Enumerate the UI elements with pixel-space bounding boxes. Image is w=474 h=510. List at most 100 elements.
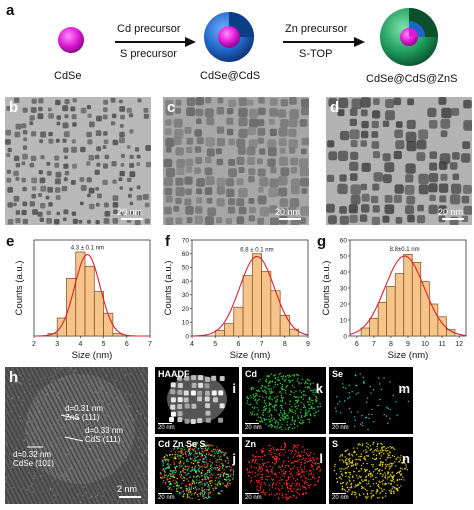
y-tick-label: 40 [182, 278, 190, 285]
cdse-label: CdSe [54, 70, 82, 82]
y-tick-label: 0 [185, 333, 189, 340]
histogram-bar [93, 291, 104, 337]
histogram-bar [279, 315, 290, 337]
step2-top-label: Zn precursor [285, 23, 348, 35]
x-axis-label: Size (nm) [388, 350, 429, 361]
eds-scale-bar [332, 423, 346, 424]
panel-label-g: g [317, 233, 327, 250]
x-tick-label: 12 [455, 341, 463, 348]
histogram-f: 4 5 6 7 8 9 0 10 20 30 40 50 60 70 6.8 ± 0.1 nm Size (n… [163, 237, 310, 361]
panel-label-b: b [9, 99, 19, 116]
synthesis-schematic [58, 8, 438, 66]
panel-label-f: f [165, 233, 170, 250]
histogram-bar [103, 312, 114, 337]
eds-element-label: S [332, 439, 339, 449]
x-axis-label: Size (nm) [230, 350, 271, 361]
step1-bottom-label: S precursor [120, 48, 177, 60]
eds-scale-bar [332, 493, 346, 494]
histogram-bar [386, 286, 396, 337]
x-tick-label: 7 [148, 341, 152, 348]
eds-scale-label: 20 nm [158, 495, 175, 501]
x-tick-label: 11 [438, 341, 445, 348]
y-tick-label: 20 [340, 301, 348, 308]
y-tick-label: 30 [340, 285, 348, 292]
y-tick-label: 30 [182, 292, 190, 299]
y-axis-label: Counts (a.u.) [14, 261, 25, 316]
x-tick-label: 9 [306, 341, 310, 348]
histogram-bar [84, 266, 95, 337]
eds-element-label: Cd [245, 369, 257, 379]
histogram-bar [411, 262, 422, 337]
x-tick-label: 6 [236, 341, 240, 348]
scale-label-c: 20 nm [275, 207, 301, 217]
x-tick-label: 7 [372, 341, 376, 348]
tem-image-c: c 20 nm [163, 97, 309, 225]
panel-label-a: a [6, 2, 15, 19]
x-tick-label: 8 [389, 341, 393, 348]
histogram-bar [369, 318, 379, 337]
y-tick-label: 20 [182, 306, 190, 313]
histogram-bar [270, 290, 281, 337]
panel-label-l: l [319, 451, 323, 466]
eds-element-label: Se [332, 369, 344, 379]
hrtem-ann3-l2: CdSe (101) [13, 459, 54, 468]
eds-map-i: HAADF i 20 nm [155, 367, 239, 434]
x-tick-label: 8 [283, 341, 287, 348]
histogram-bar [377, 302, 388, 337]
eds-element-label: Zn [245, 439, 256, 449]
gaussian-fit-line [192, 255, 309, 337]
x-tick-label: 6 [355, 341, 359, 348]
panel-label-h: h [9, 369, 19, 386]
hrtem-ann1-l1: d=0.31 nm [65, 404, 104, 413]
y-tick-label: 10 [340, 317, 348, 324]
y-tick-label: 10 [182, 320, 190, 327]
step1-top-label: Cd precursor [117, 23, 181, 35]
histogram-g: 6 7 8 9 10 11 12 0 10 20 30 40 50 60 8.8±0.1 nm Size (n… [321, 237, 467, 361]
gaussian-fit-line [349, 255, 467, 336]
x-tick-label: 3 [55, 341, 59, 348]
eds-scale-label: 20 nm [332, 495, 349, 501]
cdse-cds-zns-sphere [380, 8, 438, 66]
histogram-bar [394, 273, 405, 337]
eds-scale-label: 20 nm [158, 425, 175, 431]
x-tick-label: 2 [32, 341, 36, 348]
eds-element-label: HAADF [158, 369, 190, 379]
cdse-core-sphere [58, 27, 84, 53]
y-tick-label: 70 [182, 237, 190, 244]
eds-map-l: Zn l 20 nm [242, 437, 326, 504]
x-tick-label: 4 [78, 341, 82, 348]
scale-bar-d [442, 218, 464, 220]
histogram-bar [224, 323, 235, 337]
panel-label-n: n [402, 451, 410, 466]
scale-label-d: 20 nm [438, 207, 464, 217]
eds-scale-bar [158, 493, 172, 494]
x-tick-label: 4 [190, 341, 194, 348]
y-tick-label: 50 [182, 265, 190, 272]
y-axis-label: Counts (a.u.) [321, 261, 332, 316]
histogram-bar [360, 327, 370, 337]
panel-label-k: k [315, 381, 323, 396]
eds-map-k: Cd k 20 nm [242, 367, 326, 434]
cdse-cds-sphere [204, 12, 254, 62]
eds-scale-bar [158, 423, 172, 424]
eds-scale-label: 20 nm [245, 495, 262, 501]
y-axis-label: Counts (a.u.) [163, 261, 174, 316]
histogram-bar [56, 317, 67, 337]
y-tick-label: 60 [182, 251, 190, 258]
gaussian-fit-line [34, 253, 150, 337]
hrtem-ann3-l1: d=0.32 nm [13, 450, 52, 459]
x-tick-label: 9 [406, 341, 410, 348]
panel-label-c: c [167, 99, 176, 116]
y-tick-label: 40 [340, 269, 348, 276]
size-annotation: 6.8 ± 0.1 nm [240, 247, 273, 253]
tem-image-b: b 20 nm [5, 97, 151, 225]
y-tick-label: 60 [340, 237, 348, 244]
x-tick-label: 6 [125, 341, 129, 348]
eds-scale-label: 20 nm [245, 425, 262, 431]
scale-bar-b [121, 218, 143, 220]
x-tick-label: 10 [421, 341, 429, 348]
histogram-bar [289, 328, 300, 337]
eds-scale-bar [245, 493, 259, 494]
histogram-bar [233, 306, 244, 337]
